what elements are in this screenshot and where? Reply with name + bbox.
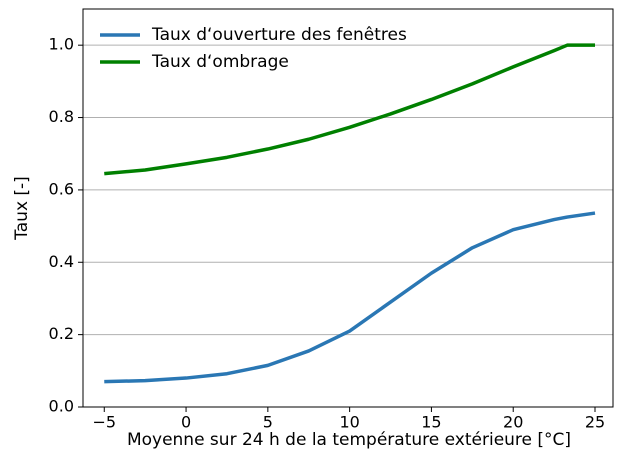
y-axis-label: Taux [-] [12,176,32,241]
y-tick-label: 0.6 [49,179,74,198]
x-tick-label: 20 [503,413,523,432]
x-tick-label: 10 [339,413,359,432]
y-tick-label: 1.0 [49,35,74,54]
series-line [104,43,596,176]
plot-frame [82,8,614,408]
x-tick-label: −5 [92,413,116,432]
legend-label: Taux d‘ouverture des fenêtres [151,25,407,45]
legend-label: Taux d‘ombrage [151,52,289,72]
y-tick-label: 0.4 [49,252,74,271]
y-tick-label: 0.0 [49,397,74,416]
series-line [104,211,596,384]
y-tick-label: 0.2 [49,324,74,343]
y-tick-label: 0.8 [49,107,74,126]
x-tick-label: 0 [181,413,191,432]
x-tick-label: 25 [585,413,605,432]
x-axis-label: Moyenne sur 24 h de la température extér… [127,430,571,450]
x-tick-label: 15 [421,413,441,432]
x-tick-label: 5 [263,413,273,432]
